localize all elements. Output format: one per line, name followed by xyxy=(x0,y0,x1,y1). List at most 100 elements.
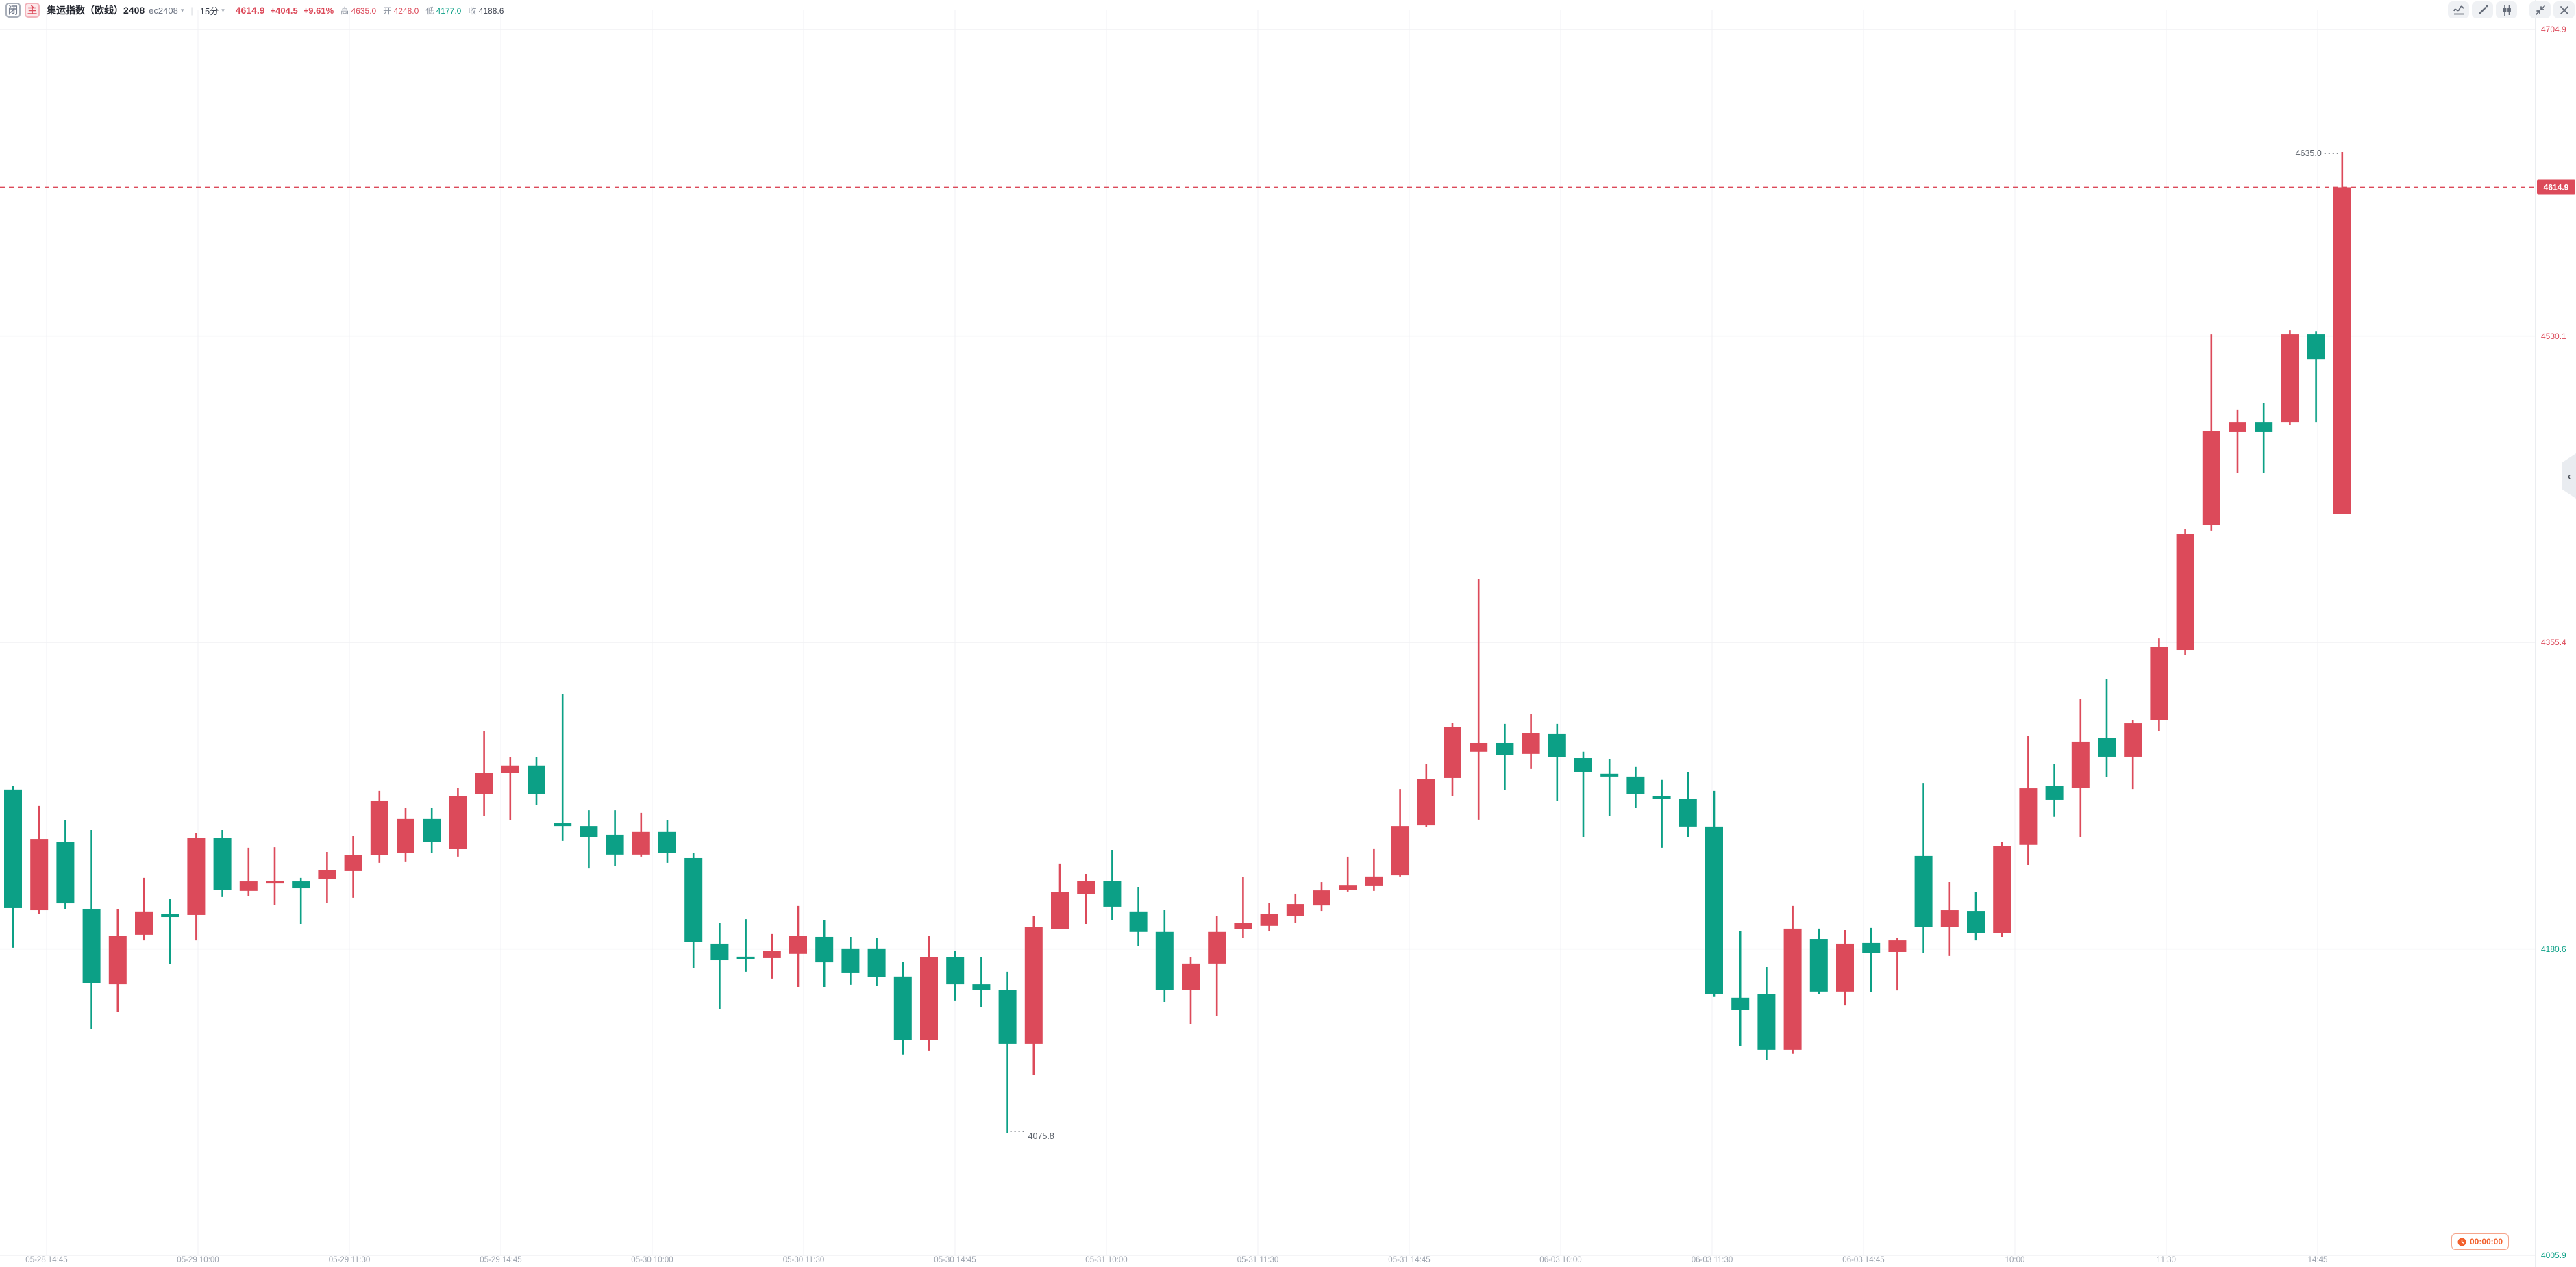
candle-body xyxy=(1862,942,1881,953)
price-axis-label: 4530.1 xyxy=(2541,331,2566,341)
candle-body xyxy=(397,818,414,853)
candle-body xyxy=(344,855,362,871)
candle-body xyxy=(2333,187,2351,514)
candle-body xyxy=(946,957,965,985)
side-panel-toggle[interactable]: ‹ xyxy=(2562,453,2576,499)
price-axis-label: 4704.9 xyxy=(2541,25,2566,34)
chevron-down-icon[interactable]: ▾ xyxy=(180,6,184,14)
candle-body xyxy=(1548,733,1566,757)
candle-body xyxy=(841,948,860,973)
candle-body xyxy=(1600,773,1619,777)
toolbar-gap xyxy=(2517,1,2527,18)
bar-countdown-badge: 00:00:00 xyxy=(2451,1233,2509,1250)
candle-body xyxy=(501,765,519,773)
collapse-icon xyxy=(2535,5,2545,15)
time-axis-label: 05-29 14:45 xyxy=(480,1256,522,1264)
candle-body xyxy=(56,842,75,904)
candle-body xyxy=(1339,885,1357,890)
price-axis-label: 4180.6 xyxy=(2541,944,2566,954)
candle-body xyxy=(423,818,441,842)
candle-body xyxy=(318,870,336,879)
candle-body xyxy=(632,831,650,855)
candle-body xyxy=(1888,940,1907,952)
candle-body xyxy=(292,881,310,889)
candle-body xyxy=(1914,855,1933,927)
instrument-code: ec2408 xyxy=(149,5,178,16)
candle-body xyxy=(2045,786,2064,800)
candle-body xyxy=(998,990,1017,1044)
candle-body xyxy=(1208,931,1226,964)
time-axis-label: 05-31 14:45 xyxy=(1388,1256,1431,1264)
candle-body xyxy=(161,914,179,918)
header-divider: | xyxy=(190,5,193,16)
candle-body xyxy=(370,800,388,855)
candle-body xyxy=(1444,727,1461,778)
timeframe-selector[interactable]: 15分 xyxy=(199,5,219,16)
last-price: 4614.9 xyxy=(235,5,265,16)
candle-body xyxy=(2019,788,2038,845)
countdown-value: 00:00:00 xyxy=(2469,1237,2503,1246)
price-axis-label: 4355.4 xyxy=(2541,638,2566,647)
candle-body xyxy=(580,826,598,837)
price-change-percent: +9.61% xyxy=(303,5,334,16)
candle-body xyxy=(2229,422,2246,432)
candle-body xyxy=(30,839,49,911)
chevron-down-icon[interactable]: ▾ xyxy=(221,6,225,14)
line-chart-button[interactable] xyxy=(2448,1,2469,18)
candlestick-icon xyxy=(2503,4,2511,16)
candle-body xyxy=(108,936,127,985)
collapse-button[interactable] xyxy=(2529,1,2551,18)
candle-body xyxy=(972,984,991,990)
candle-body xyxy=(1836,943,1854,992)
candle-style-button[interactable] xyxy=(2496,1,2517,18)
candle-body xyxy=(1024,927,1043,1044)
time-axis-label: 05-29 10:00 xyxy=(177,1256,219,1264)
candle-body xyxy=(1757,994,1776,1050)
candle-body xyxy=(1417,779,1435,826)
clock-icon xyxy=(2457,1238,2466,1246)
candle-body xyxy=(554,823,572,827)
time-axis-label: 06-03 14:45 xyxy=(1842,1256,1885,1264)
candle-body xyxy=(1679,799,1697,827)
time-axis-label: 11:30 xyxy=(2157,1256,2176,1264)
high-annotation: 4635.0 xyxy=(2296,149,2322,158)
candle-body xyxy=(736,956,755,959)
candle-body xyxy=(213,838,232,890)
candle-body xyxy=(1783,928,1802,1050)
candle-body xyxy=(2202,431,2220,525)
candle-body xyxy=(815,936,834,963)
main-contract-badge: 主 xyxy=(25,3,40,18)
draw-button[interactable] xyxy=(2472,1,2493,18)
candle-body xyxy=(1129,911,1148,932)
low-annotation: 4075.8 xyxy=(1028,1131,1054,1141)
candle-body xyxy=(82,908,101,983)
time-axis-label: 05-30 14:45 xyxy=(934,1256,976,1264)
candle-body xyxy=(1809,939,1828,992)
close-button[interactable] xyxy=(2553,1,2575,18)
price-change: +404.5 xyxy=(270,5,298,16)
candle-body xyxy=(1940,910,1959,927)
draw-pencil-icon xyxy=(2478,5,2488,14)
candle-body xyxy=(1993,846,2011,933)
candle-body xyxy=(1155,931,1174,990)
time-axis-label: 05-29 11:30 xyxy=(328,1256,371,1264)
candle-body xyxy=(893,976,912,1040)
candle-body xyxy=(475,773,493,794)
candle-body xyxy=(2150,647,2168,720)
instrument-title: 集运指数（欧线）2408 xyxy=(47,5,145,16)
candle-body xyxy=(1103,881,1122,907)
vertical-gridlines xyxy=(46,10,2318,1255)
price-axis[interactable]: 4614.9 4704.9 4530.1 4355.4 4180.6 4005.9 xyxy=(2535,0,2576,1267)
candle-body xyxy=(1705,826,1723,994)
candle-body xyxy=(2098,738,2116,757)
candle-body xyxy=(1522,733,1540,754)
time-axis-label: 05-28 14:45 xyxy=(25,1256,68,1264)
candle-body xyxy=(1286,904,1304,916)
candle-body xyxy=(2281,334,2299,423)
stat-low: 低 4177.0 xyxy=(425,5,462,16)
time-axis[interactable]: 05-28 14:45 05-29 10:00 05-29 11:30 05-29 1… xyxy=(0,1255,2535,1267)
candle-body xyxy=(763,951,781,958)
candle-body xyxy=(710,943,729,961)
time-axis-label: 06-03 11:30 xyxy=(1691,1256,1733,1264)
